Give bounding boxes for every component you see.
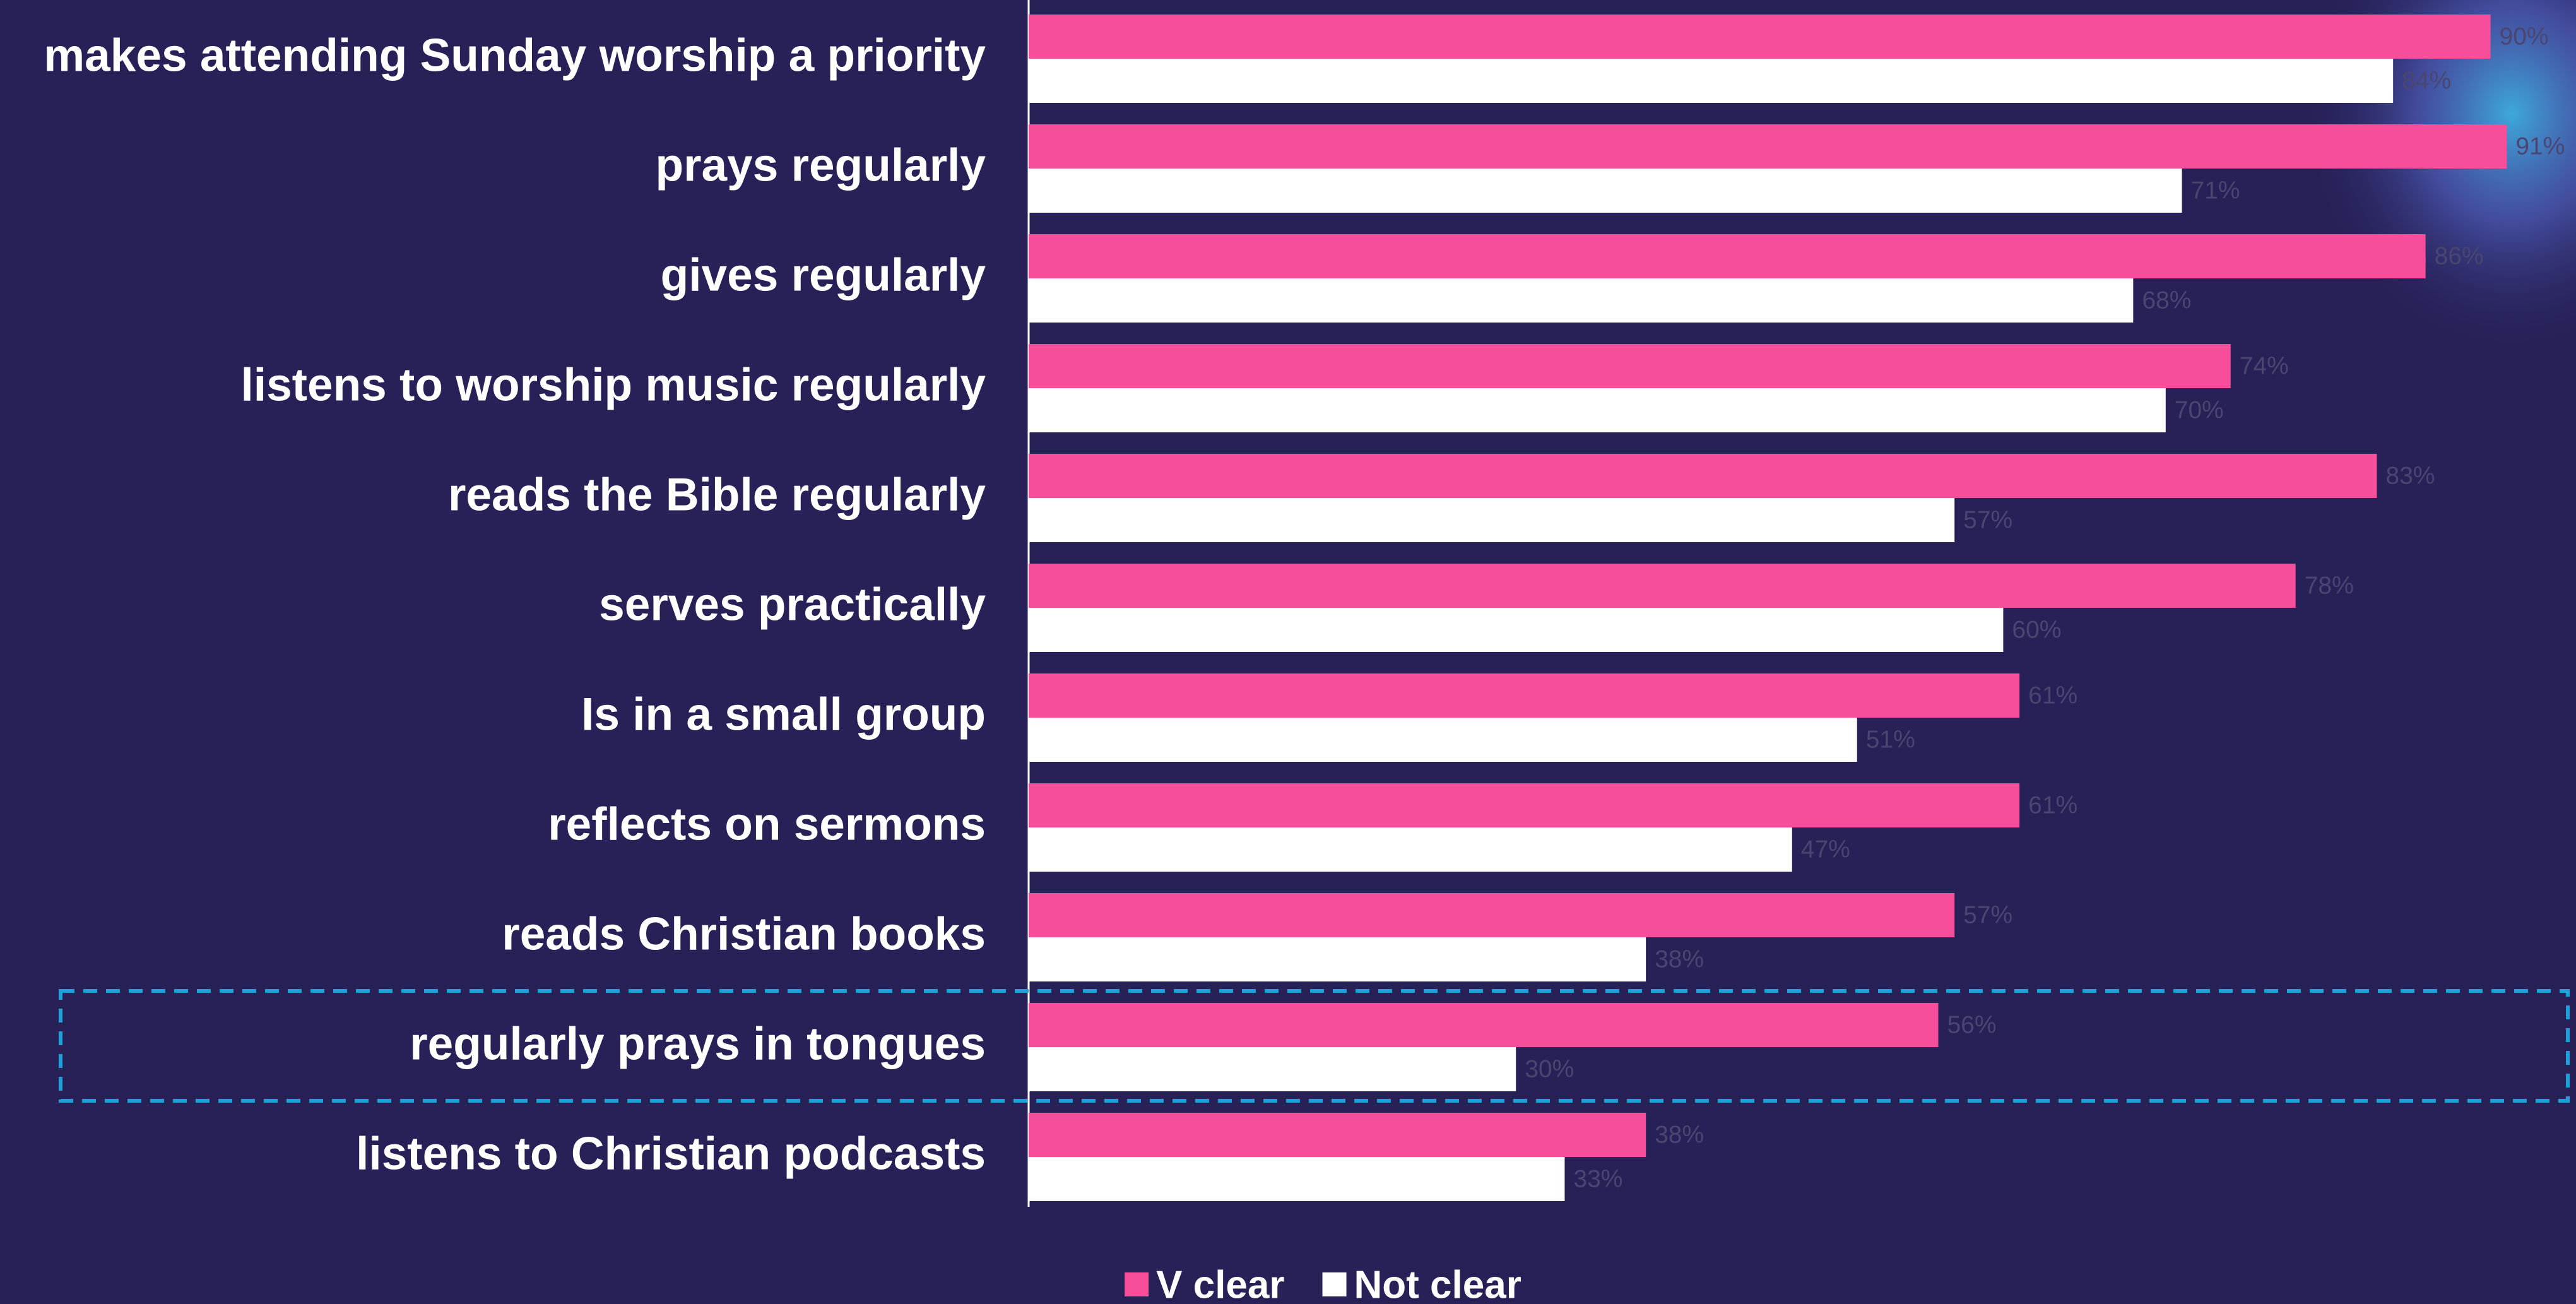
category-label: reads Christian books <box>502 908 986 959</box>
value-label: 33% <box>1573 1165 1622 1192</box>
value-label: 84% <box>2402 67 2451 94</box>
value-label: 86% <box>2435 242 2484 270</box>
category-label: reads the Bible regularly <box>448 469 986 520</box>
legend-label: V clear <box>1156 1263 1284 1304</box>
bar <box>1029 388 2166 432</box>
category-label: prays regularly <box>656 139 986 191</box>
bar <box>1029 344 2231 388</box>
bar <box>1029 718 1857 762</box>
bar <box>1029 498 1955 542</box>
bar <box>1029 893 1955 937</box>
category-label: Is in a small group <box>581 689 986 740</box>
bar <box>1029 1047 1516 1091</box>
value-label: 57% <box>1963 506 2012 533</box>
legend-label: Not clear <box>1354 1263 1521 1304</box>
bar <box>1029 278 2134 323</box>
value-label: 91% <box>2515 133 2565 160</box>
value-label: 38% <box>1655 945 1704 973</box>
legend: V clear Not clear <box>1125 1263 1521 1304</box>
bar <box>1029 937 1646 981</box>
highlight-box <box>59 989 2570 1103</box>
bar <box>1029 15 2491 59</box>
legend-swatch <box>1125 1272 1149 1296</box>
value-label: 68% <box>2142 287 2191 314</box>
value-label: 61% <box>2028 682 2077 709</box>
value-label: 47% <box>1801 836 1850 863</box>
value-label: 90% <box>2500 23 2549 50</box>
category-label: listens to worship music regularly <box>241 359 986 410</box>
value-label: 74% <box>2240 352 2289 379</box>
bar <box>1029 169 2182 213</box>
bar <box>1029 783 2020 827</box>
category-label: regularly prays in tongues <box>410 1018 986 1069</box>
category-label: gives regularly <box>661 249 986 300</box>
bar <box>1029 827 1792 872</box>
value-label: 57% <box>1963 901 2012 928</box>
value-label: 83% <box>2385 462 2435 489</box>
bar <box>1029 124 2507 169</box>
bar <box>1029 59 2394 103</box>
category-label: reflects on sermons <box>548 798 986 850</box>
value-label: 38% <box>1655 1121 1704 1148</box>
value-label: 56% <box>1947 1011 1996 1038</box>
bar <box>1029 454 2377 498</box>
bar <box>1029 673 2020 718</box>
value-label: 51% <box>1866 726 1915 753</box>
value-label: 71% <box>2191 177 2240 204</box>
value-label: 61% <box>2028 791 2077 819</box>
plot: makes attending Sunday worship a priorit… <box>44 15 2565 1201</box>
value-label: 30% <box>1525 1055 1574 1082</box>
bar <box>1029 1157 1565 1201</box>
category-label: makes attending Sunday worship a priorit… <box>44 30 986 81</box>
legend-swatch <box>1322 1272 1347 1296</box>
category-label: listens to Christian podcasts <box>356 1128 986 1179</box>
bar <box>1029 1113 1646 1157</box>
category-label: serves practically <box>599 579 986 630</box>
bar <box>1029 608 2004 652</box>
value-label: 78% <box>2305 572 2354 599</box>
bar <box>1029 564 2296 608</box>
value-label: 60% <box>2012 616 2061 643</box>
bar <box>1029 1003 1939 1047</box>
value-label: 70% <box>2175 396 2224 424</box>
bar <box>1029 234 2426 278</box>
